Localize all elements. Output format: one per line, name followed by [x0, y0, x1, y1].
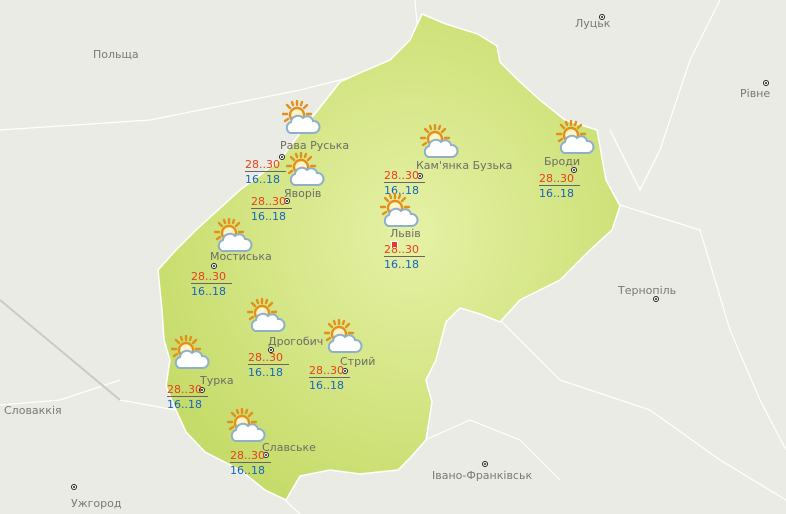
city-dot	[284, 198, 290, 204]
label-lutsk: Луцьк	[575, 17, 611, 30]
city-name: Мостиська	[210, 250, 272, 263]
city-dot	[571, 167, 577, 173]
city-dot	[211, 263, 217, 269]
sun-behind-cloud-icon	[286, 152, 326, 188]
label-uzhhorod: Ужгород	[71, 497, 122, 510]
sun-behind-cloud-icon	[324, 319, 364, 355]
min-temp: 16..18	[167, 398, 202, 411]
city-name: Стрий	[340, 355, 376, 368]
max-temp: 28..30	[245, 158, 286, 172]
sun-behind-cloud-icon	[171, 335, 211, 371]
city-dot	[763, 80, 769, 86]
min-temp: 16..18	[309, 379, 344, 392]
city-dot	[599, 14, 605, 20]
capital-marker-icon	[391, 241, 398, 248]
city-name: Броди	[544, 155, 581, 168]
sun-behind-cloud-icon	[214, 218, 254, 254]
city-dot	[417, 173, 423, 179]
max-temp: 28..30	[251, 195, 292, 209]
city-name: Кам'янка Бузька	[416, 159, 513, 172]
city-name: Львів	[390, 227, 421, 240]
city-name: Рава Руська	[280, 139, 350, 152]
city-dot	[263, 452, 269, 458]
lviv-oblast-shape	[157, 13, 621, 501]
min-temp: 16..18	[230, 464, 265, 477]
city-dot	[268, 347, 274, 353]
label-ternopil: Тернопіль	[618, 284, 677, 297]
label-poland: Польща	[93, 48, 139, 61]
city-dot	[71, 484, 77, 490]
min-temp: 16..18	[251, 210, 286, 223]
city-dot	[342, 368, 348, 374]
max-temp: 28..30	[191, 270, 232, 284]
min-temp: 16..18	[384, 258, 419, 271]
label-rivne: Рівне	[740, 87, 771, 100]
min-temp: 16..18	[384, 184, 419, 197]
sun-behind-cloud-icon	[247, 298, 287, 334]
min-temp: 16..18	[191, 285, 226, 298]
max-temp: 28..30	[384, 243, 425, 257]
city-dot	[482, 461, 488, 467]
city-name: Турка	[200, 374, 234, 387]
sun-behind-cloud-icon	[282, 100, 322, 136]
city-dot	[199, 387, 205, 393]
min-temp: 16..18	[539, 187, 574, 200]
city-dot	[653, 296, 659, 302]
sun-behind-cloud-icon	[556, 120, 596, 156]
max-temp: 28..30	[309, 364, 350, 378]
max-temp: 28..30	[230, 449, 271, 463]
max-temp: 28..30	[539, 172, 580, 186]
sun-behind-cloud-icon	[227, 408, 267, 444]
min-temp: 16..18	[245, 173, 280, 186]
label-slovakia: Словаккія	[4, 404, 62, 417]
label-ivano-frankivsk: Івано-Франківськ	[432, 469, 533, 482]
city-dot	[279, 154, 285, 160]
max-temp: 28..30	[167, 383, 208, 397]
city-name: Дрогобич	[268, 335, 324, 348]
city-name: Славське	[262, 441, 316, 454]
sun-behind-cloud-icon	[380, 193, 420, 229]
max-temp: 28..30	[384, 169, 425, 183]
max-temp: 28..30	[248, 351, 289, 365]
city-name: Яворів	[284, 187, 322, 200]
sun-behind-cloud-icon	[420, 124, 460, 160]
min-temp: 16..18	[248, 366, 283, 379]
